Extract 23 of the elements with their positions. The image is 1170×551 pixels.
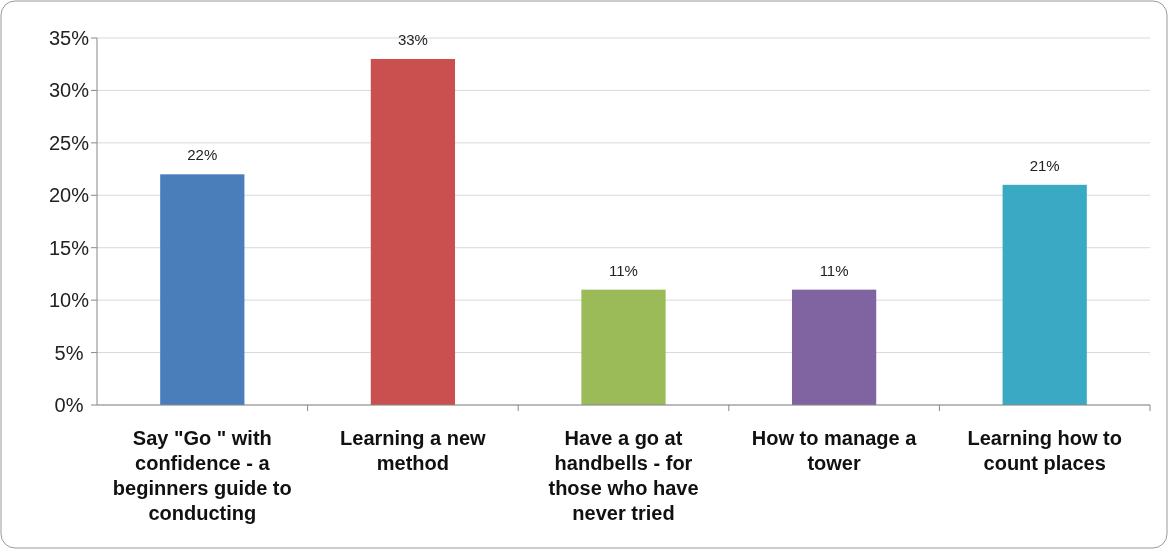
y-tick-label: 30%	[48, 79, 90, 102]
x-tick-label: Learning a new method	[340, 427, 487, 474]
data-label: 33%	[397, 30, 428, 48]
data-label: 22%	[187, 146, 218, 164]
data-label: 11%	[609, 261, 638, 279]
y-tick-label: 15%	[48, 236, 90, 259]
y-tick-label: 0%	[54, 394, 84, 416]
x-tick-label: Have a go at handbells - for those who have never tried	[548, 427, 699, 524]
bar	[1002, 184, 1087, 405]
y-tick-label: 25%	[48, 131, 90, 154]
data-label: 21%	[1029, 156, 1060, 174]
y-tick-label: 10%	[48, 289, 90, 312]
y-tick-label: 5%	[54, 341, 84, 364]
y-tick-label: 35%	[48, 27, 90, 49]
x-tick-label: How to manage a tower	[751, 427, 918, 474]
bar	[581, 289, 666, 405]
x-tick-label: Learning how to count places	[967, 427, 1122, 474]
bar	[160, 174, 245, 405]
bar	[370, 58, 456, 405]
data-label: 11%	[819, 261, 849, 279]
y-tick-label: 20%	[48, 184, 90, 207]
x-tick-label: Say "Go " with confidence - a beginners guide to conducting	[112, 427, 292, 524]
bar	[791, 289, 877, 405]
